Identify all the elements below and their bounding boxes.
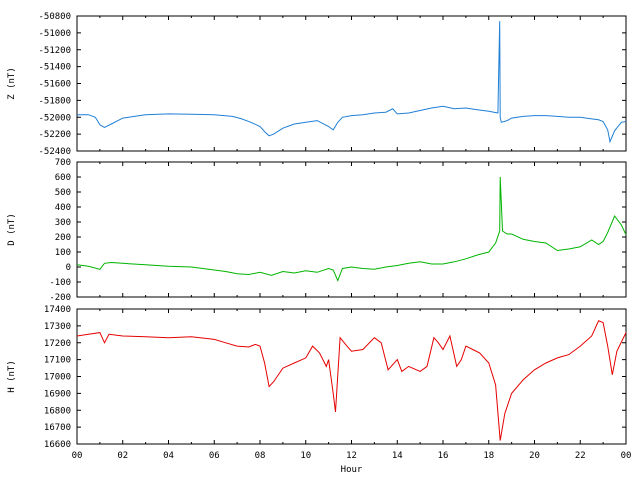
x-tick-label: 08 [255,451,266,461]
x-tick-label: 16 [438,451,449,461]
y-tick-label: -51000 [38,29,71,39]
y-tick-label: 17400 [44,305,71,315]
y-tick-label: 700 [55,158,71,168]
y-tick-label: 17100 [44,356,71,366]
x-tick-label: 18 [483,451,494,461]
series-line-2 [76,176,627,282]
x-tick-label: 10 [300,451,311,461]
x-tick-label: 12 [346,451,357,461]
x-tick-label: 00 [621,451,632,461]
y-tick-label: -51400 [38,63,71,73]
panel-3: 17400 17300 17200 17100 17000 16900 16800 16700… [7,305,631,475]
y-tick-label: 17000 [44,373,71,383]
y-tick-label: 0 [66,263,71,273]
plot-frame [76,308,627,445]
y-tick-label: 16600 [44,440,71,450]
plot-frame [76,161,627,298]
series-line-3 [76,320,627,441]
y-tick-label: -50800 [38,12,71,22]
plot-frame [76,15,627,152]
panel-2: 700 600 500 400 300 200 100 0 -100 -200 D (nT) [7,158,627,303]
y-tick-label: 16800 [44,406,71,416]
panel-1: -50800 -51000 -51200 -51400 -51600 -51800 -520… [7,12,627,157]
y-tick-label: 16700 [44,423,71,433]
series-line-1 [77,21,627,144]
y-axis-label: H (nT) [7,360,17,393]
x-tick-label: 14 [392,451,403,461]
x-axis-label: Hour [341,465,363,475]
y-tick-label: -200 [49,293,71,303]
y-tick-label: -52200 [38,130,71,140]
y-tick-label: 400 [55,203,71,213]
y-tick-label: -51600 [38,80,71,90]
y-tick-label: -51800 [38,96,71,106]
y-tick-label: 600 [55,173,71,183]
y-tick-label: -52400 [38,147,71,157]
y-tick-label: -100 [49,278,71,288]
x-tick-label: 06 [209,451,220,461]
y-tick-label: 100 [55,248,71,258]
y-tick-label: -51200 [38,46,71,56]
y-tick-label: 500 [55,188,71,198]
x-tick-label: 20 [529,451,540,461]
x-tick-label: 00 [72,451,83,461]
y-axis-label: D (nT) [7,213,17,246]
y-tick-label: 17300 [44,322,71,332]
y-tick-label: -52000 [38,113,71,123]
x-tick-label: 04 [163,451,174,461]
y-axis-label: Z (nT) [7,67,17,100]
y-tick-label: 200 [55,233,71,243]
x-tick-label: 02 [117,451,128,461]
x-tick-label: 22 [575,451,586,461]
y-tick-label: 17200 [44,339,71,349]
y-tick-label: 16900 [44,389,71,399]
y-tick-label: 300 [55,218,71,228]
